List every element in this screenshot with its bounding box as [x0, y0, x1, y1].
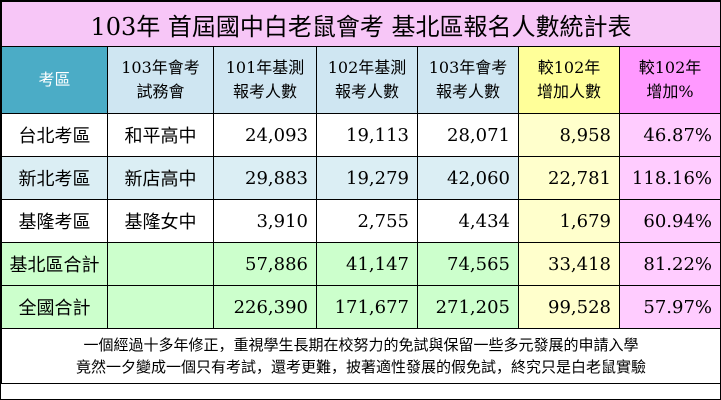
cell-increase: 1,679	[518, 199, 620, 243]
cell-increase-pct: 60.94%	[618, 199, 721, 243]
cell-increase-pct: 118.16%	[618, 156, 721, 200]
cell-district: 全國合計	[1, 285, 108, 329]
cell-office	[107, 242, 214, 286]
cell-increase-pct: 57.97%	[618, 285, 721, 329]
cell-101: 24,093	[213, 113, 317, 157]
header-101: 101年基測 報考人數	[213, 46, 317, 114]
footnote: 一個經過十多年修正，重視學生長期在校努力的免試與保留一些多元發展的申請入學 竟然…	[0, 328, 721, 384]
table-title: 103年 首屆國中白老鼠會考 基北區報名人數統計表	[0, 1, 721, 47]
table-row: 台北考區 和平高中 24,093 19,113 28,071 8,958 46.…	[1, 113, 721, 157]
cell-101: 29,883	[213, 156, 317, 200]
cell-102: 41,147	[316, 242, 418, 286]
cell-103: 271,205	[417, 285, 519, 329]
header-103: 103年會考 報考人數	[417, 46, 519, 114]
cell-102: 2,755	[316, 199, 418, 243]
cell-office	[107, 285, 214, 329]
cell-office: 基隆女中	[107, 199, 214, 243]
cell-office: 和平高中	[107, 113, 214, 157]
cell-increase: 33,418	[518, 242, 620, 286]
cell-district: 新北考區	[1, 156, 108, 200]
statistics-table: 103年 首屆國中白老鼠會考 基北區報名人數統計表 考區 103年會考 試務會 1…	[0, 1, 721, 384]
table-row-total: 全國合計 226,390 171,677 271,205 99,528 57.9…	[1, 285, 721, 329]
table-row-subtotal: 基北區合計 57,886 41,147 74,565 33,418 81.22%	[1, 242, 721, 286]
header-district: 考區	[1, 46, 108, 114]
cell-102: 19,113	[316, 113, 418, 157]
header-102: 102年基測 報考人數	[316, 46, 418, 114]
cell-102: 171,677	[316, 285, 418, 329]
cell-102: 19,279	[316, 156, 418, 200]
cell-101: 3,910	[213, 199, 317, 243]
table-row: 新北考區 新店高中 29,883 19,279 42,060 22,781 11…	[1, 156, 721, 200]
cell-increase-pct: 46.87%	[618, 113, 721, 157]
footnote-line-1: 一個經過十多年修正，重視學生長期在校努力的免試與保留一些多元發展的申請入學	[83, 336, 639, 354]
cell-103: 42,060	[417, 156, 519, 200]
header-row: 考區 103年會考 試務會 101年基測 報考人數 102年基測 報考人數 103年會…	[1, 46, 721, 114]
cell-increase: 22,781	[518, 156, 620, 200]
cell-101: 226,390	[213, 285, 317, 329]
cell-increase: 99,528	[518, 285, 620, 329]
table-row: 基隆考區 基隆女中 3,910 2,755 4,434 1,679 60.94%	[1, 199, 721, 243]
cell-increase: 8,958	[518, 113, 620, 157]
footnote-line-2: 竟然一夕變成一個只有考試，還考更難，披著適性發展的假免試，終究只是白老鼠實驗	[76, 358, 647, 376]
cell-103: 4,434	[417, 199, 519, 243]
cell-103: 74,565	[417, 242, 519, 286]
cell-district: 基北區合計	[1, 242, 108, 286]
cell-increase-pct: 81.22%	[618, 242, 721, 286]
cell-101: 57,886	[213, 242, 317, 286]
header-increase: 較102年 增加人數	[518, 46, 620, 114]
header-increase-pct: 較102年 增加%	[618, 46, 721, 114]
cell-district: 台北考區	[1, 113, 108, 157]
cell-office: 新店高中	[107, 156, 214, 200]
cell-district: 基隆考區	[1, 199, 108, 243]
header-exam-office: 103年會考 試務會	[107, 46, 214, 114]
cell-103: 28,071	[417, 113, 519, 157]
